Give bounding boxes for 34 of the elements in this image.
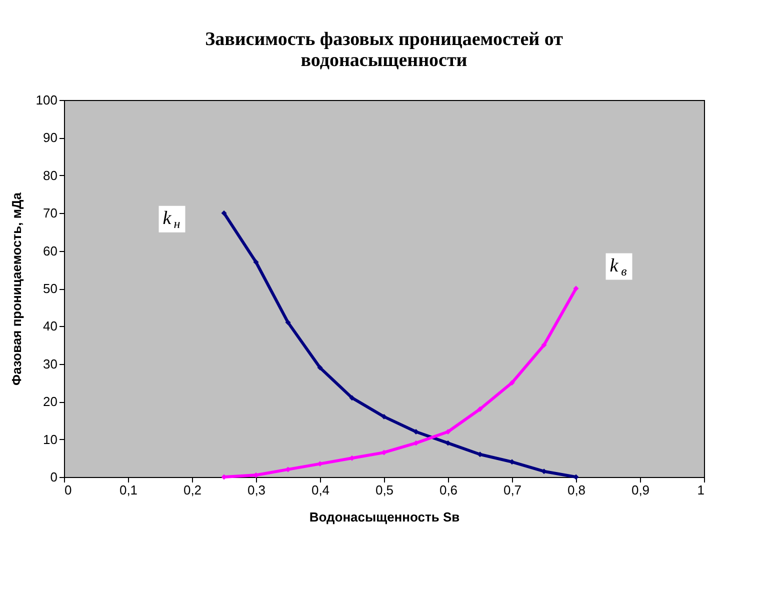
y-tick-label: 60 — [43, 243, 58, 258]
point — [221, 210, 227, 216]
x-tick-label: 0,8 — [567, 482, 586, 498]
x-tick-label: 0,7 — [503, 482, 522, 498]
point — [381, 414, 387, 420]
x-axis-title: Водонасыщенность Sв — [309, 510, 460, 524]
chart-title: Зависимость фазовых проницаемостей от водонасыщенности — [205, 29, 564, 71]
y-tick-label: 10 — [43, 432, 58, 447]
x-tick-label: 0,3 — [247, 482, 266, 498]
x-tick-label: 0,2 — [183, 482, 202, 498]
point — [317, 364, 323, 370]
y-tick-label: 50 — [43, 281, 58, 296]
y-tick-label: 20 — [43, 394, 58, 410]
x-tick-label: 0,1 — [119, 482, 138, 498]
point — [541, 342, 547, 348]
point — [349, 395, 355, 401]
y-tick-label: 30 — [43, 356, 58, 372]
x-tick-label: 0,5 — [375, 482, 394, 498]
x-tick-label: 0,4 — [311, 482, 330, 498]
point — [285, 320, 291, 326]
y-tick-label: 0 — [50, 470, 58, 484]
x-tick-label: 1 — [697, 482, 704, 498]
x-tick-label: 0,6 — [439, 482, 458, 498]
point — [573, 286, 579, 292]
x-tick-label: 0,9 — [631, 482, 650, 498]
y-tick-label: 70 — [43, 206, 58, 221]
y-tick-label: 80 — [43, 168, 58, 183]
x-tick-label: 0 — [64, 482, 72, 498]
y-tick-label: 40 — [43, 318, 58, 334]
y-tick-label: 90 — [43, 130, 58, 146]
y-tick-label: 100 — [36, 92, 58, 108]
point — [253, 259, 259, 265]
y-axis-title: Фазовая проницаемость, мДа — [8, 192, 24, 386]
point — [477, 406, 483, 412]
